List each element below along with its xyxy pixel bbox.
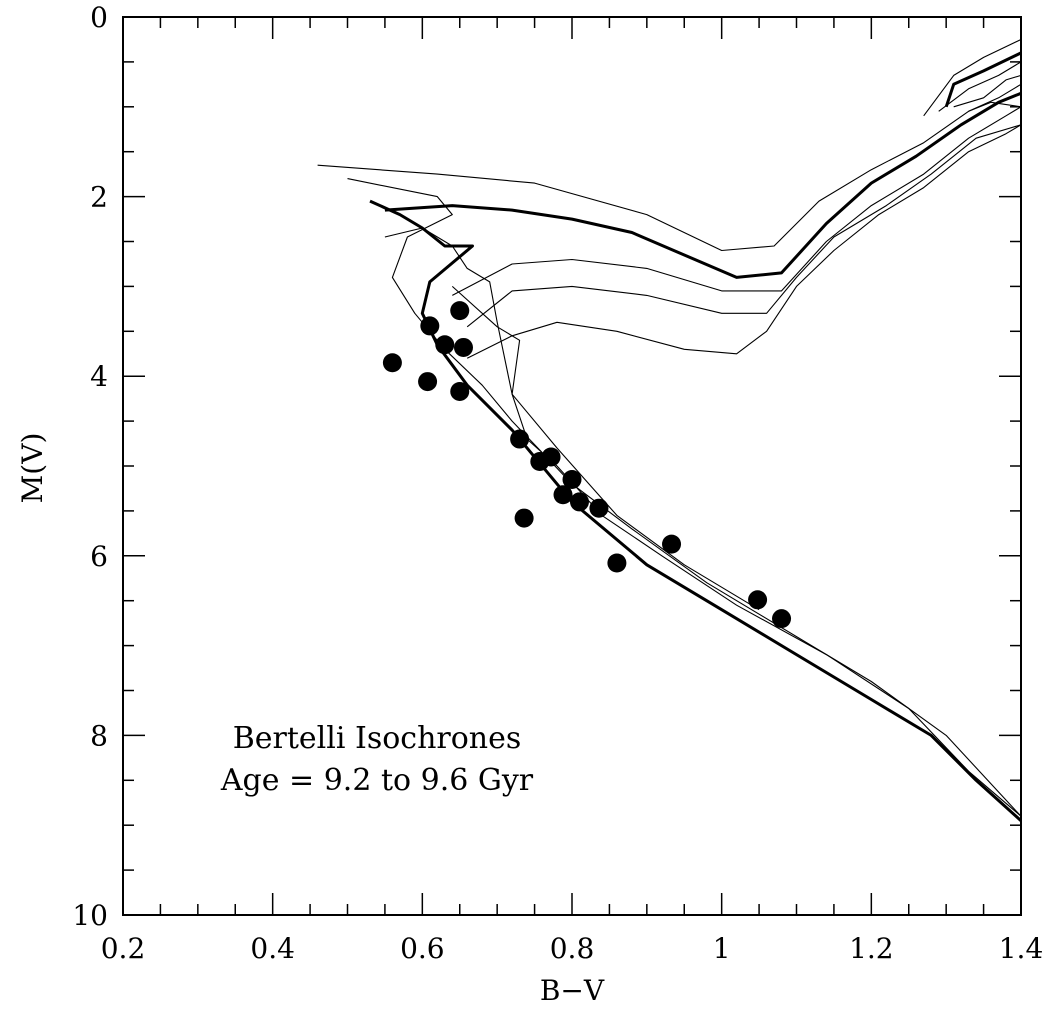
data-point bbox=[589, 498, 609, 518]
data-point bbox=[514, 508, 534, 528]
data-point bbox=[435, 335, 455, 355]
isochrone-line bbox=[466, 124, 1022, 328]
data-point bbox=[607, 553, 627, 573]
data-point bbox=[569, 492, 589, 512]
data-point bbox=[450, 381, 470, 401]
x-tick-label: 1.4 bbox=[999, 932, 1044, 965]
isochrone-line bbox=[953, 74, 1022, 108]
y-axis-label: M(V) bbox=[16, 433, 49, 504]
y-tick-label: 0 bbox=[90, 1, 108, 34]
data-points bbox=[382, 301, 792, 629]
x-tick-label: 1.2 bbox=[849, 932, 894, 965]
axis-ticks bbox=[122, 16, 1022, 916]
annotation-line-1: Bertelli Isochrones bbox=[233, 721, 522, 756]
isochrone-line bbox=[923, 39, 1022, 117]
y-tick-label: 8 bbox=[90, 719, 108, 752]
isochrone-line bbox=[938, 61, 1022, 112]
x-tick-label: 0.8 bbox=[550, 932, 595, 965]
isochrone-line bbox=[317, 83, 1022, 252]
y-tick-label: 4 bbox=[90, 360, 108, 393]
data-point bbox=[772, 609, 792, 629]
isochrone-line bbox=[968, 101, 1022, 112]
data-point bbox=[420, 316, 440, 336]
data-point bbox=[418, 372, 438, 392]
x-axis-label: B−V bbox=[540, 974, 605, 1007]
isochrone-line bbox=[384, 91, 1022, 279]
data-point bbox=[510, 429, 530, 449]
data-point bbox=[541, 447, 561, 467]
isochrone-line bbox=[452, 106, 1022, 296]
y-tick-label: 2 bbox=[90, 181, 108, 214]
x-tick-label: 0.2 bbox=[101, 932, 146, 965]
isochrone-line bbox=[384, 227, 760, 611]
plot-frame bbox=[122, 16, 1022, 916]
isochrone-line bbox=[466, 124, 1022, 359]
data-point bbox=[450, 301, 470, 321]
data-point bbox=[453, 337, 473, 357]
data-point bbox=[553, 485, 573, 505]
x-tick-label: 0.6 bbox=[400, 932, 445, 965]
data-point bbox=[662, 534, 682, 554]
data-point bbox=[382, 353, 402, 373]
data-point bbox=[748, 590, 768, 610]
data-point bbox=[562, 469, 582, 489]
isochrone-line bbox=[369, 199, 1023, 822]
x-tick-label: 1 bbox=[713, 932, 731, 965]
annotation-line-2: Age = 9.2 to 9.6 Gyr bbox=[220, 763, 534, 798]
isochrone-line bbox=[451, 285, 1022, 817]
isochrone-lines bbox=[317, 39, 1023, 822]
y-tick-label: 10 bbox=[72, 899, 108, 932]
x-tick-label: 0.4 bbox=[250, 932, 295, 965]
tick-labels: 0.2 0.4 0.6 0.8 1 1.2 1.4 0 2 4 6 8 10 bbox=[72, 1, 1043, 965]
isochrone-line bbox=[944, 51, 1022, 108]
y-tick-label: 6 bbox=[90, 540, 108, 573]
